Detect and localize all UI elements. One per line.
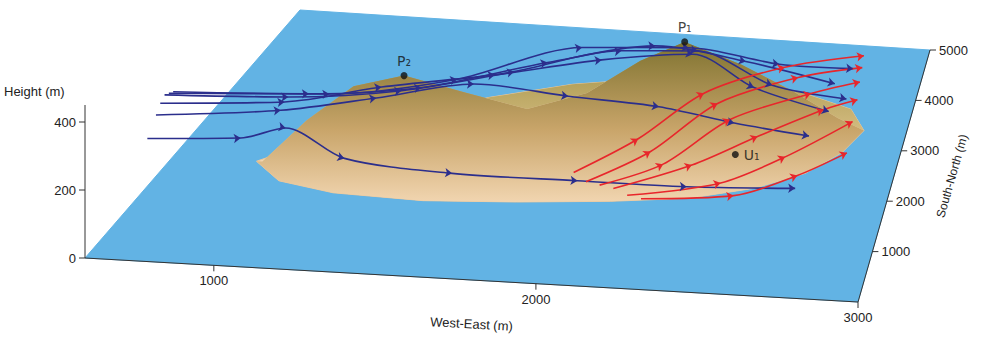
svg-text:Height (m): Height (m) [4,84,65,99]
svg-text:1000: 1000 [199,273,228,288]
svg-text:2000: 2000 [521,292,550,307]
svg-text:U₁: U₁ [744,147,760,163]
svg-text:P₁: P₁ [678,19,692,35]
svg-text:P₂: P₂ [397,53,411,69]
svg-text:3000: 3000 [844,310,873,325]
svg-text:3000: 3000 [910,143,939,158]
svg-text:South-North (m): South-North (m) [933,133,970,220]
svg-text:5000: 5000 [939,43,968,58]
svg-text:West-East (m): West-East (m) [430,314,513,334]
svg-text:1000: 1000 [881,244,910,259]
svg-text:0: 0 [69,251,76,266]
svg-text:400: 400 [54,115,76,130]
svg-text:200: 200 [54,183,76,198]
svg-text:2000: 2000 [896,194,925,209]
svg-text:4000: 4000 [925,93,954,108]
